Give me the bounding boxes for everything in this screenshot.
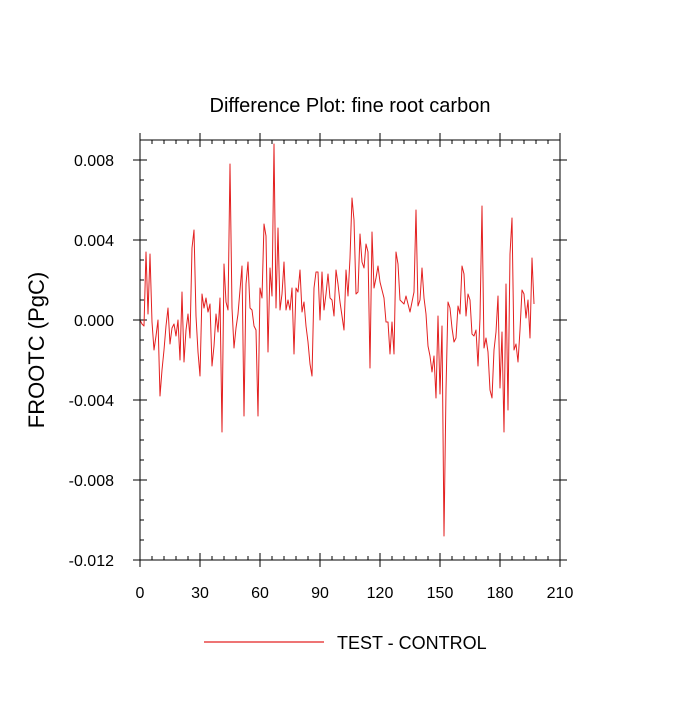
legend-label: TEST - CONTROL <box>337 633 487 653</box>
chart-title: Difference Plot: fine root carbon <box>210 95 491 117</box>
x-tick-label: 90 <box>311 585 329 602</box>
x-tick-label: 0 <box>136 585 145 602</box>
x-tick-label: 120 <box>367 585 394 602</box>
y-tick-label: -0.012 <box>69 553 114 570</box>
y-tick-label: 0.008 <box>74 153 114 170</box>
y-tick-label: -0.004 <box>69 393 114 410</box>
x-tick-label: 60 <box>251 585 269 602</box>
y-tick-label: 0.004 <box>74 233 114 250</box>
y-tick-label: 0.000 <box>74 313 114 330</box>
legend: TEST - CONTROL <box>204 633 487 653</box>
series-line <box>139 143 535 537</box>
x-tick-label: 210 <box>547 585 574 602</box>
x-tick-label: 150 <box>427 585 454 602</box>
x-tick-label: 180 <box>487 585 514 602</box>
y-tick-label: -0.008 <box>69 473 114 490</box>
y-axis-label: FROOTC (PgC) <box>24 272 49 428</box>
y-tick-labels: -0.012 -0.008 -0.004 0.000 0.004 0.008 <box>69 153 114 570</box>
x-tick-labels: 0 30 60 90 120 150 180 210 <box>136 585 574 602</box>
plot-frame <box>139 139 561 561</box>
series-layer <box>139 143 535 537</box>
x-tick-label: 30 <box>191 585 209 602</box>
